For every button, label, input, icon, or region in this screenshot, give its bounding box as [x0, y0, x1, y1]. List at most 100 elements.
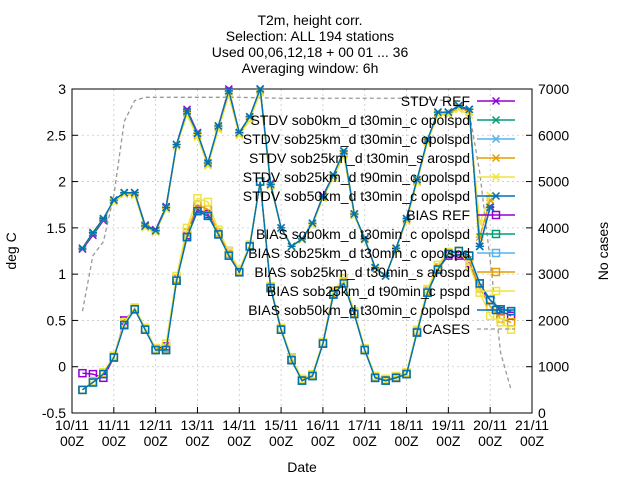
- data-point: [214, 230, 223, 239]
- y-tick-label: 2: [58, 174, 66, 190]
- x-tick-label-hour: 00Z: [436, 433, 461, 449]
- data-point: [99, 214, 108, 223]
- x-axis-label: Date: [287, 459, 317, 475]
- data-point: [151, 226, 160, 235]
- data-point: [193, 129, 202, 138]
- data-point: [491, 115, 501, 125]
- y-tick-label: 2.5: [47, 127, 67, 143]
- data-point: [496, 318, 505, 327]
- x-tick-label-date: 12/11: [139, 417, 173, 433]
- data-point: [318, 192, 327, 201]
- data-point: [172, 140, 181, 149]
- data-point: [381, 376, 390, 385]
- y2-tick-label: 1000: [538, 359, 569, 375]
- legend-label: BIAS sob25km_d t30min_s arospd: [254, 264, 470, 280]
- data-point: [78, 368, 87, 378]
- data-point: [297, 234, 307, 243]
- x-tick-label-hour: 00Z: [520, 433, 545, 449]
- data-point: [350, 309, 359, 319]
- data-point: [402, 214, 411, 223]
- data-point: [339, 274, 349, 284]
- data-point: [109, 196, 118, 205]
- y2-tick-label: 7000: [538, 81, 569, 97]
- x-tick-label-date: 10/11: [55, 417, 89, 433]
- data-point: [193, 193, 202, 203]
- data-point: [329, 290, 338, 299]
- data-point: [485, 311, 495, 321]
- x-tick-label-hour: 00Z: [60, 433, 85, 449]
- data-point: [172, 276, 181, 285]
- data-point: [475, 242, 484, 251]
- data-point: [203, 197, 213, 207]
- data-point: [381, 271, 390, 281]
- data-point: [255, 177, 265, 186]
- y2-tick-label: 5000: [538, 174, 569, 190]
- x-tick-label-hour: 00Z: [269, 433, 294, 449]
- data-point: [141, 221, 150, 231]
- data-point: [360, 345, 369, 355]
- data-point: [224, 86, 233, 95]
- data-point: [491, 229, 501, 239]
- x-tick-label-date: 21/11: [515, 417, 549, 433]
- legend-item-stdv-sob25km-d-t90min-c-opolspd: STDV sob25km_d t90min_c opolspd: [243, 169, 515, 185]
- legend-item-bias-sob25km-d-t30min-c-opolspd: BIAS sob25km_d t30min_c opolspd: [248, 245, 515, 261]
- data-point: [433, 265, 443, 274]
- legend-label: STDV sob25km_d t30min_s arospd: [249, 150, 470, 166]
- y-tick-label: 1.5: [47, 220, 67, 236]
- series-line: [81, 88, 491, 278]
- title-line-4: Averaging window: 6h: [242, 60, 379, 76]
- legend-item-stdv-sob25km-d-t30min-s-arospd: STDV sob25km_d t30min_s arospd: [249, 150, 515, 166]
- legend-label: CASES: [423, 321, 470, 337]
- y2-tick-label: 0: [538, 405, 546, 421]
- data-point: [245, 242, 254, 251]
- data-point: [444, 249, 453, 259]
- legend-item-bias-ref: BIAS REF: [406, 207, 515, 223]
- data-point: [465, 251, 474, 260]
- y2-tick-label: 6000: [538, 127, 569, 143]
- x-tick-label-hour: 00Z: [353, 433, 378, 449]
- legend-label: BIAS sob0km_d t30min_c opolspd: [256, 226, 470, 242]
- data-point: [491, 248, 501, 258]
- data-point: [130, 305, 139, 314]
- data-point: [339, 146, 348, 156]
- legend-item-stdv-sob25km-d-t30min-c-opolspd: STDV sob25km_d t30min_c opolspd: [243, 131, 515, 147]
- data-point: [120, 320, 129, 330]
- plot-frame: [71, 88, 533, 414]
- legend-label: STDV sob0km_d t30min_c opolspd: [251, 112, 470, 128]
- data-point: [120, 188, 129, 197]
- x-tick-label-hour: 00Z: [144, 433, 169, 449]
- legend-item-cases: CASES: [423, 321, 515, 337]
- data-point: [423, 288, 432, 297]
- legend-item-bias-sob25km-d-t90min-c-pspd: BIAS sob25km_d t90min_c pspd: [267, 283, 515, 299]
- x-tick-label-hour: 00Z: [478, 433, 503, 449]
- data-point: [491, 134, 501, 144]
- y-axis-label: deg C: [3, 232, 19, 269]
- data-point: [391, 373, 401, 383]
- data-point: [287, 355, 296, 365]
- legend-label: STDV sob25km_d t90min_c opolspd: [243, 169, 470, 185]
- data-point: [308, 371, 317, 381]
- title-line-3: Used 00,06,12,18 + 00 01 ... 36: [212, 44, 409, 60]
- data-point: [245, 112, 254, 121]
- x-tick-label-date: 13/11: [180, 417, 214, 433]
- y-tick-label: 0.5: [47, 312, 67, 328]
- y2-tick-label: 4000: [538, 220, 569, 236]
- y-tick-label: 1: [58, 266, 66, 282]
- data-point: [256, 84, 265, 94]
- data-point: [182, 107, 192, 116]
- data-point: [412, 328, 422, 337]
- data-point: [506, 325, 516, 334]
- data-point: [423, 135, 432, 144]
- data-point: [485, 295, 495, 305]
- data-point: [277, 223, 286, 232]
- data-point: [224, 251, 234, 260]
- legend-item-stdv-sob0km-d-t30min-c-opolspd: STDV sob0km_d t30min_c opolspd: [251, 112, 515, 128]
- title-line-2: Selection: ALL 194 stations: [226, 28, 394, 44]
- data-point: [506, 306, 516, 316]
- x-tick-label-date: 14/11: [222, 417, 256, 433]
- data-point: [465, 105, 474, 114]
- series-lines: [78, 84, 516, 395]
- legend-label: STDV sob50km_d t30min_c opolspd: [243, 188, 470, 204]
- data-point: [266, 180, 275, 189]
